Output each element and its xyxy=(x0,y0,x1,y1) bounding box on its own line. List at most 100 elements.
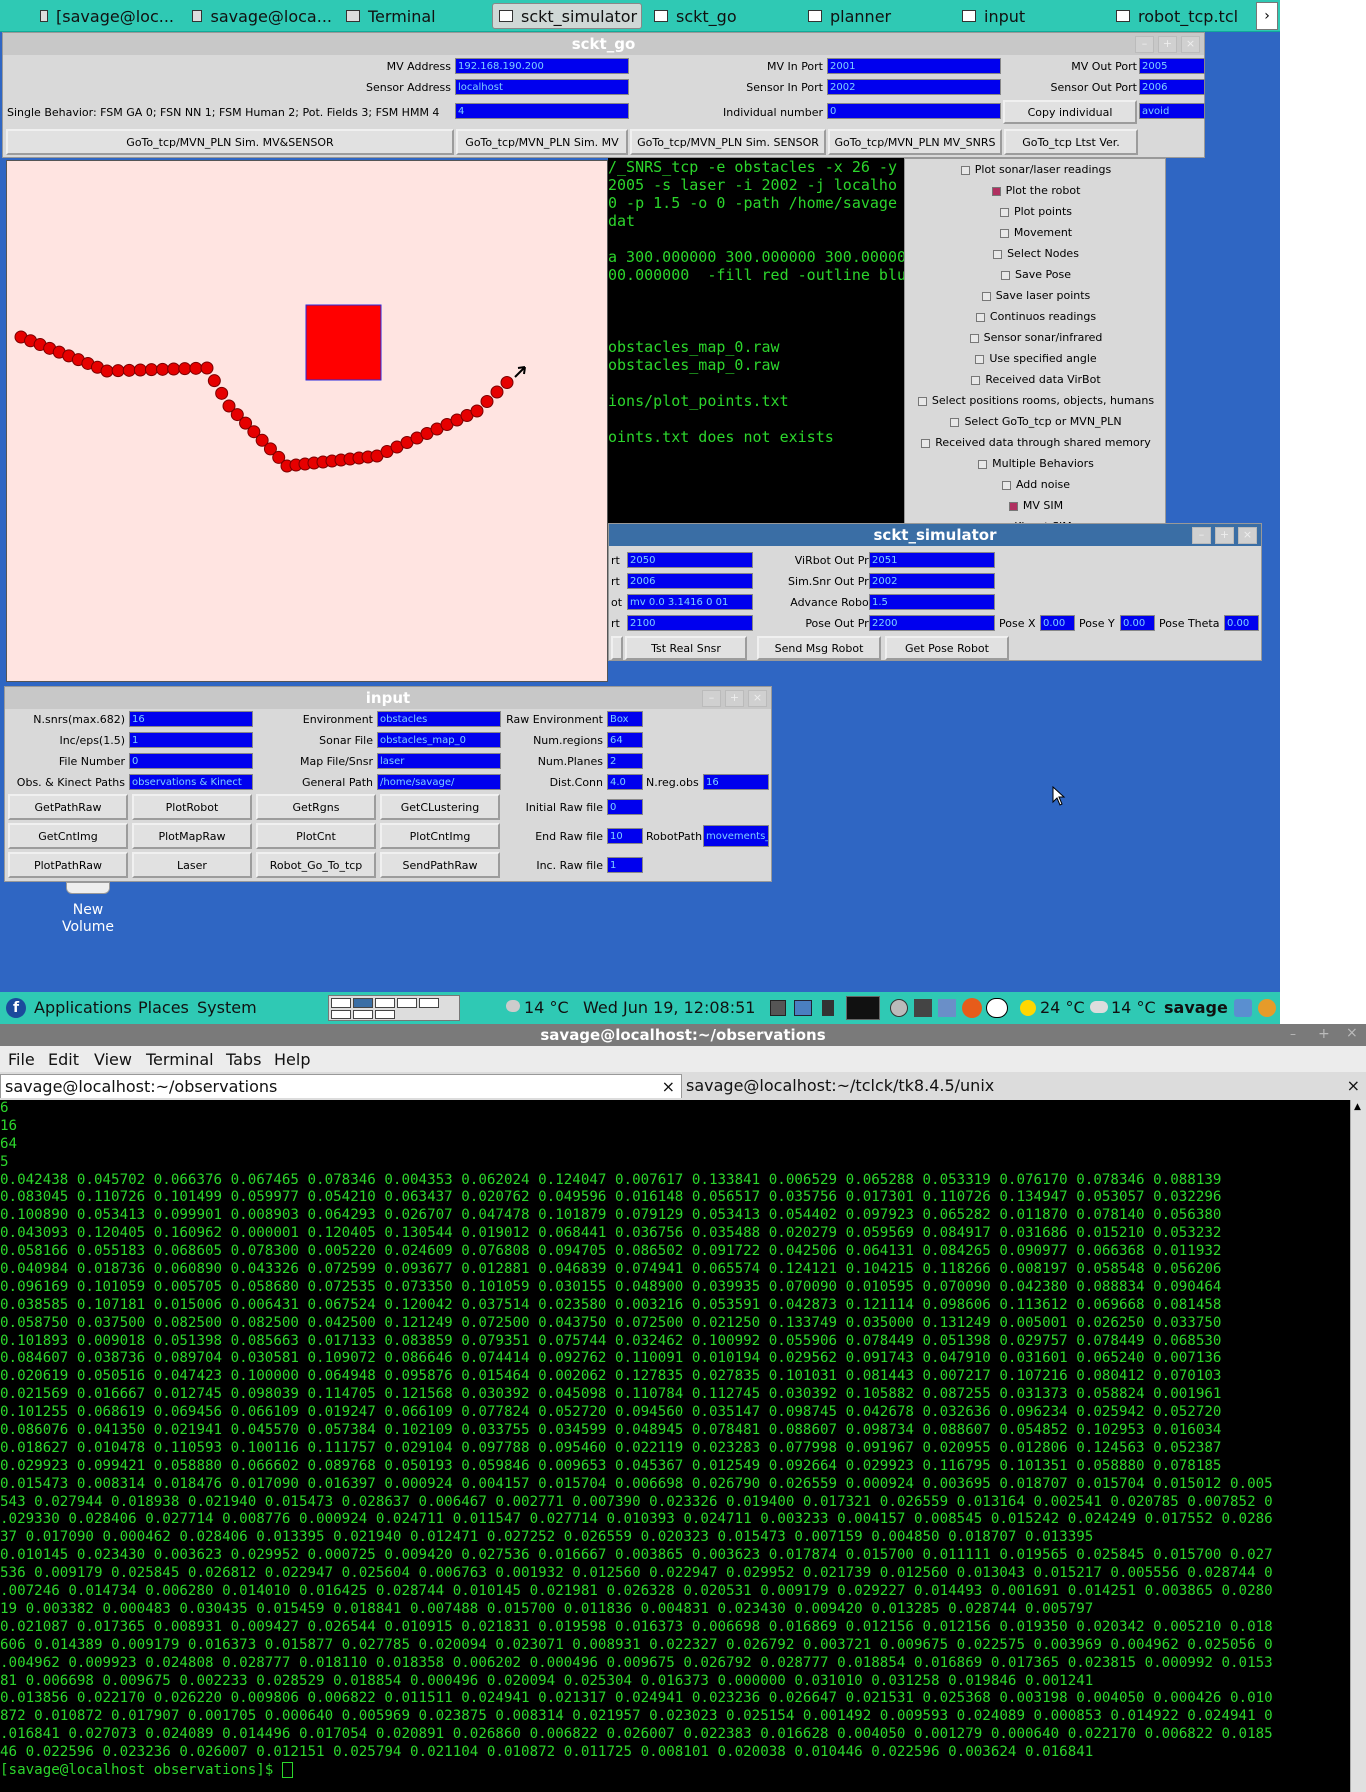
weather-temperature[interactable]: 14 °C xyxy=(524,998,569,1017)
send-path-raw-button[interactable]: SendPathRaw xyxy=(380,852,500,878)
workspace-switcher[interactable] xyxy=(328,995,460,1021)
task-input[interactable]: input xyxy=(956,3,1106,29)
task-sckt-simulator[interactable]: sckt_simulator xyxy=(492,3,642,29)
initial-raw-field[interactable]: 0 xyxy=(607,799,643,815)
mv-address-field[interactable]: 192.168.190.200 xyxy=(455,58,629,74)
workspace-4[interactable] xyxy=(397,998,417,1008)
hidden-button[interactable] xyxy=(611,636,623,660)
tasklist-scroll-right[interactable]: › xyxy=(1256,2,1278,30)
robot-go-to-tcp-button[interactable]: Robot_Go_To_tcp xyxy=(256,852,376,878)
option-checkbox[interactable]: Plot points xyxy=(905,205,1167,218)
checkbox-indicator[interactable] xyxy=(969,333,979,343)
option-checkbox[interactable]: Received data through shared memory xyxy=(905,436,1167,449)
menu-edit[interactable]: Edit xyxy=(48,1050,79,1069)
temperature-2[interactable]: 24 °C xyxy=(1040,998,1085,1017)
checkbox-indicator[interactable] xyxy=(1001,480,1011,490)
robot-path-field[interactable]: movements_ xyxy=(703,825,769,847)
workspace-1[interactable] xyxy=(331,998,351,1008)
dist-conn-field[interactable]: 4.0 xyxy=(607,774,643,790)
option-checkbox[interactable]: MV SIM xyxy=(905,499,1167,512)
goto-mv-snrs-button[interactable]: GoTo_tcp/MVN_PLN MV_SNRS xyxy=(828,129,1002,155)
minimize-icon[interactable]: – xyxy=(1192,527,1211,544)
system-monitor-icon[interactable] xyxy=(846,996,880,1020)
test-real-sensor-button[interactable]: Tst Real Snsr xyxy=(625,636,747,660)
places-menu[interactable]: Places xyxy=(138,998,189,1017)
checkbox-indicator[interactable] xyxy=(999,207,1009,217)
task-terminal-3[interactable]: Terminal xyxy=(340,3,480,29)
mv-in-port-field[interactable]: 2001 xyxy=(827,58,1001,74)
option-checkbox[interactable]: Add noise xyxy=(905,478,1167,491)
checkbox-indicator[interactable] xyxy=(993,249,1003,259)
avoid-field[interactable]: avoid xyxy=(1139,103,1205,119)
minimize-icon[interactable]: – xyxy=(702,690,721,707)
option-checkbox[interactable]: Save Pose xyxy=(905,268,1167,281)
plot-robot-button[interactable]: PlotRobot xyxy=(132,794,252,820)
task-terminal-1[interactable]: [savage@loc... xyxy=(34,3,174,29)
send-msg-robot-button[interactable]: Send Msg Robot xyxy=(757,636,881,660)
copy-individual-button[interactable]: Copy individual xyxy=(1003,100,1137,124)
plot-cnt-button[interactable]: PlotCnt xyxy=(256,823,376,849)
end-raw-field[interactable]: 10 xyxy=(607,828,643,844)
task-terminal-2[interactable]: savage@loca... xyxy=(186,3,332,29)
file-number-field[interactable]: 0 xyxy=(129,753,253,769)
close-tab-icon[interactable]: × xyxy=(661,1077,675,1096)
workspace-2[interactable] xyxy=(353,998,373,1008)
num-planes-field[interactable]: 2 xyxy=(607,753,643,769)
port-field[interactable]: 2050 xyxy=(627,552,753,568)
inc-raw-field[interactable]: 1 xyxy=(607,857,643,873)
display-icon[interactable] xyxy=(794,1000,812,1016)
mv-out-port-field[interactable]: 2005 xyxy=(1139,58,1205,74)
obs-paths-field[interactable]: observations & Kinect xyxy=(129,774,253,790)
minimize-icon[interactable]: – xyxy=(1290,1027,1296,1041)
option-checkbox[interactable]: Plot sonar/laser readings xyxy=(905,163,1167,176)
virbot-out-field[interactable]: 2051 xyxy=(869,552,995,568)
option-checkbox[interactable]: Sensor sonar/infrared xyxy=(905,331,1167,344)
option-checkbox[interactable]: Save laser points xyxy=(905,289,1167,302)
n-reg-obs-field[interactable]: 16 xyxy=(703,774,769,790)
tab-tk-unix[interactable]: savage@localhost:~/tclck/tk8.4.5/unix × xyxy=(682,1074,1366,1098)
goto-ltst-ver-button[interactable]: GoTo_tcp Ltst Ver. xyxy=(1004,129,1138,155)
nsnrs-field[interactable]: 16 xyxy=(129,711,253,727)
option-checkbox[interactable]: Movement xyxy=(905,226,1167,239)
get-path-raw-button[interactable]: GetPathRaw xyxy=(8,794,128,820)
power-icon[interactable] xyxy=(890,999,908,1017)
workspace-7[interactable] xyxy=(353,1010,373,1019)
firefox-icon[interactable] xyxy=(962,998,982,1018)
individual-field[interactable]: 0 xyxy=(827,103,1001,119)
robot-command-field[interactable]: mv 0.0 3.1416 0 01 xyxy=(627,594,753,610)
option-checkbox[interactable]: Select GoTo_tcp or MVN_PLN xyxy=(905,415,1167,428)
sensor-in-port-field[interactable]: 2002 xyxy=(827,79,1001,95)
simulator-canvas[interactable] xyxy=(6,160,608,682)
terminal-scrollbar[interactable]: ▲ xyxy=(1350,1100,1366,1792)
option-checkbox[interactable]: Received data VirBot xyxy=(905,373,1167,386)
advance-robot-field[interactable]: 1.5 xyxy=(869,594,995,610)
plot-path-raw-button[interactable]: PlotPathRaw xyxy=(8,852,128,878)
port-field[interactable]: 2006 xyxy=(627,573,753,589)
fedora-logo-icon[interactable]: f xyxy=(6,998,26,1018)
sonar-file-field[interactable]: obstacles_map_0 xyxy=(377,732,501,748)
environment-field[interactable]: obstacles xyxy=(377,711,501,727)
close-icon[interactable]: × xyxy=(1238,527,1257,544)
get-rgns-button[interactable]: GetRgns xyxy=(256,794,376,820)
minimize-icon[interactable]: – xyxy=(1135,36,1154,53)
network-icon[interactable] xyxy=(770,1000,786,1016)
menu-tabs[interactable]: Tabs xyxy=(226,1050,262,1069)
update-icon[interactable] xyxy=(1258,999,1276,1017)
goto-sim-mv-button[interactable]: GoTo_tcp/MVN_PLN Sim. MV xyxy=(456,129,628,155)
option-checkbox[interactable]: Plot the robot xyxy=(905,184,1167,197)
checkbox-indicator[interactable] xyxy=(917,396,927,406)
checkbox-indicator[interactable] xyxy=(1001,270,1011,280)
maximize-icon[interactable]: + xyxy=(1318,1026,1330,1042)
pose-y-field[interactable]: 0.00 xyxy=(1120,615,1155,631)
volume-icon[interactable] xyxy=(822,1000,834,1016)
user-name[interactable]: savage xyxy=(1164,998,1228,1017)
checkbox-indicator[interactable] xyxy=(975,354,985,364)
plot-cnt-img-button[interactable]: PlotCntImg xyxy=(380,823,500,849)
applications-menu[interactable]: Applications xyxy=(34,998,132,1017)
num-regions-field[interactable]: 64 xyxy=(607,732,643,748)
menu-view[interactable]: View xyxy=(94,1050,132,1069)
inc-eps-field[interactable]: 1 xyxy=(129,732,253,748)
close-icon[interactable]: × xyxy=(1181,36,1200,53)
option-checkbox[interactable]: Select Nodes xyxy=(905,247,1167,260)
get-clustering-button[interactable]: GetCLustering xyxy=(380,794,500,820)
